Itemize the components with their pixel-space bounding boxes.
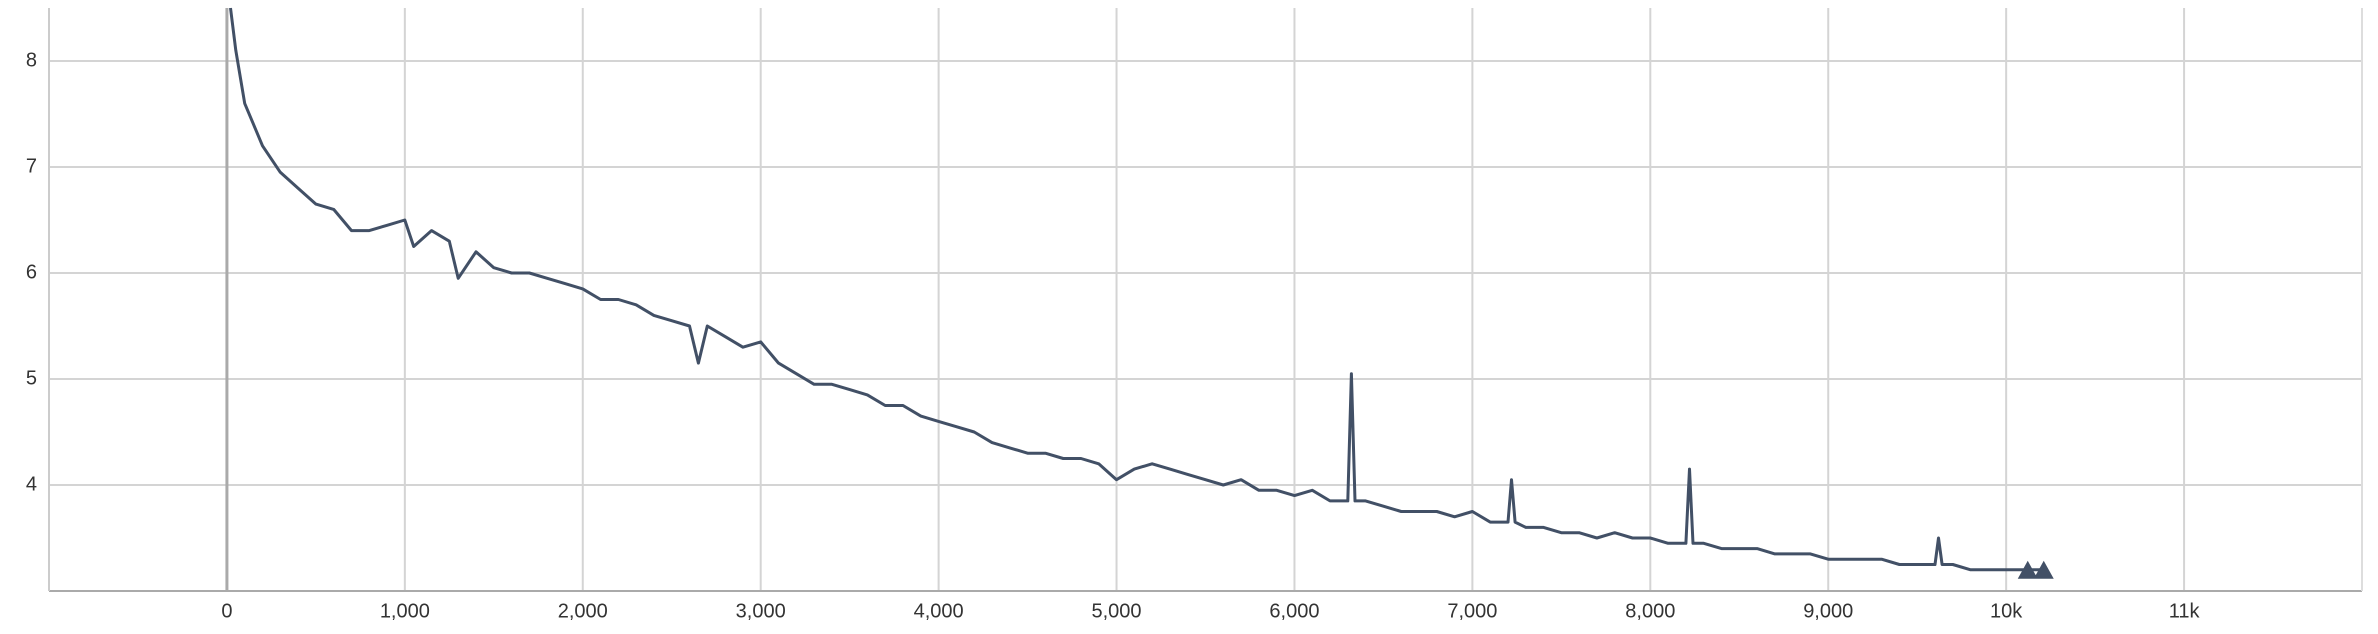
x-tick-label: 8,000: [1625, 600, 1675, 622]
y-tick-label: 6: [26, 261, 37, 283]
x-tick-label: 7,000: [1447, 600, 1497, 622]
y-tick-label: 4: [26, 473, 37, 495]
x-tick-label: 3,000: [736, 600, 786, 622]
x-tick-label: 2,000: [558, 600, 608, 622]
x-tick-label: 5,000: [1092, 600, 1142, 622]
end-marker: [2017, 560, 2054, 579]
x-tick-label: 1,000: [380, 600, 430, 622]
x-tick-label: 11k: [2169, 600, 2201, 622]
x-tick-label: 4,000: [914, 600, 964, 622]
y-tick-label: 8: [26, 49, 37, 71]
data-line: [229, 7, 2042, 572]
x-tick-label: 6,000: [1269, 600, 1319, 622]
x-tick-label: 9,000: [1803, 600, 1853, 622]
x-tick-label: 10k: [1990, 600, 2023, 622]
x-tick-label: 0: [221, 600, 232, 622]
y-tick-label: 7: [26, 155, 37, 177]
y-tick-label: 5: [26, 367, 37, 389]
